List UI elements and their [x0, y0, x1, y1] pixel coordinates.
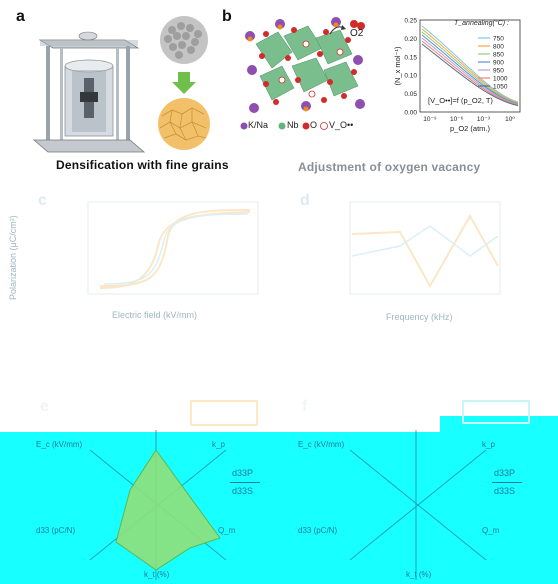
radar-e-kt-label: k_t (%): [144, 570, 170, 579]
crystal-structure-illustration: [240, 17, 365, 130]
radar-f-ratio-divider: [492, 482, 522, 483]
impedance-phase-plot: [349, 201, 501, 295]
chart-xtick: 10⁻³: [477, 116, 491, 123]
legend-label-o: O: [310, 120, 318, 130]
series-line: [421, 31, 519, 104]
radar-e-ec-label: E_c (kV/mm): [36, 440, 83, 449]
radar-chart-e: [89, 430, 227, 580]
radar-chart-f: [349, 430, 487, 580]
radar-e-qm-label: Q_m: [218, 526, 236, 535]
press-apparatus-illustration: [32, 31, 146, 153]
panel-e-letter: e: [40, 398, 49, 415]
legend-label: 750: [493, 35, 504, 42]
chart-xtick: 10⁻⁹: [423, 116, 437, 123]
radar-e-ratio-bottom: d33S: [232, 486, 254, 496]
chart-ytick: 0.05: [404, 91, 417, 98]
legend-label-vacancy: V_O••: [329, 120, 354, 130]
chart-ytick: 0.10: [404, 73, 417, 80]
series-line: [421, 34, 519, 105]
radar-f-kp-label: k_p: [482, 440, 495, 449]
series-line: [421, 40, 519, 106]
series-line: [421, 43, 519, 107]
chart-ytick: 0.15: [404, 54, 417, 61]
legend-label: 1000: [493, 75, 508, 82]
series-line: [421, 37, 519, 105]
legend-label: 900: [493, 59, 504, 66]
radar-e-kp-label: k_p: [212, 440, 225, 449]
faint-box-e: [190, 400, 258, 426]
radar-f-ec-label: E_c (kV/mm): [298, 440, 345, 449]
o2-label: O2: [350, 28, 364, 39]
chart-legend-title: T_annealing(°C) :: [454, 20, 509, 27]
chart-xtick: 10⁰: [505, 116, 515, 123]
radar-e-d33-label: d33 (pC/N): [36, 526, 76, 535]
legend-label: 950: [493, 67, 504, 74]
panel-a-letter: a: [16, 8, 25, 25]
panel-c-xlabel: Electric field (kV/mm): [112, 310, 198, 320]
cyan-band-background: [0, 432, 558, 584]
grain-structure-illustration: [158, 16, 210, 150]
legend-label: 850: [493, 51, 504, 58]
panel-b-letter: b: [222, 8, 232, 25]
panel-f-letter: f: [302, 398, 308, 415]
panel-b-caption: Adjustment of oxygen vacancy: [298, 160, 481, 174]
radar-f-ratio-top: d33P: [494, 468, 516, 478]
panel-c-ylabel: Polarization (μC/cm²): [8, 215, 18, 300]
chart-ytick: 0.20: [404, 36, 417, 43]
chart-ytick: 0.25: [404, 18, 417, 25]
radar-f-d33-label: d33 (pC/N): [298, 526, 338, 535]
panel-d-letter: d: [300, 192, 310, 209]
legend-label: 800: [493, 43, 504, 50]
chart-xlabel: p_O2 (atm.): [450, 124, 491, 133]
legend-label: 1050: [493, 83, 508, 90]
panel-c-letter: c: [38, 192, 47, 209]
chart-ytick: 0.00: [404, 110, 417, 117]
faint-box-f: [462, 400, 530, 424]
chart-annotation: [V_O••]=f (p_O2, T): [428, 96, 493, 105]
legend-label-k-na: K/Na: [248, 120, 269, 130]
hysteresis-loop-plot: [87, 201, 259, 295]
o2-molecule-icon: [329, 20, 365, 35]
oxygen-vacancy-chart: 0.25 0.20 0.15 0.10 0.05 0.00 10⁻⁹ 10⁻⁶ 10⁻³ 10⁰ 7…: [393, 18, 521, 133]
radar-f-ratio-bottom: d33S: [494, 486, 516, 496]
series-line: [421, 25, 519, 103]
radar-e-ratio-divider: [230, 482, 260, 483]
radar-e-ratio-top: d33P: [232, 468, 254, 478]
series-line: [421, 28, 519, 104]
radar-f-qm-label: Q_m: [482, 526, 500, 535]
legend-label-nb: Nb: [287, 120, 299, 130]
radar-f-kt-label: k_t (%): [406, 570, 432, 579]
chart-ylabel: (N_x mol⁻¹): [393, 46, 402, 85]
chart-frame: [419, 19, 521, 113]
panel-d-xlabel: Frequency (kHz): [386, 312, 453, 322]
panel-a-caption: Densification with fine grains: [56, 158, 229, 172]
chart-xtick: 10⁻⁶: [450, 116, 464, 123]
